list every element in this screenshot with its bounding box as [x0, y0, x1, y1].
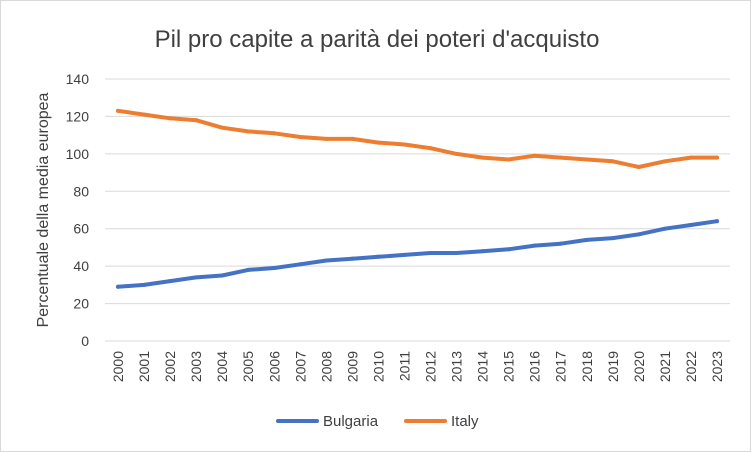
data-point-italy	[558, 155, 563, 160]
x-tick-label: 2013	[449, 351, 465, 382]
y-tick-labels: 0 20 40 60 80 100 120 140	[66, 71, 90, 349]
data-point-bulgaria	[584, 237, 589, 242]
x-tick-label: 2010	[370, 351, 386, 382]
data-point-bulgaria	[480, 249, 485, 254]
x-tick-label: 2023	[709, 351, 725, 382]
data-point-italy	[506, 157, 511, 162]
data-point-bulgaria	[194, 275, 199, 280]
x-tick-label: 2011	[396, 351, 412, 381]
x-tick-label: 2018	[579, 351, 595, 382]
data-point-italy	[610, 159, 615, 164]
y-tick-label: 20	[73, 296, 89, 312]
data-point-italy	[220, 125, 225, 130]
data-point-bulgaria	[350, 256, 355, 261]
x-tick-label: 2008	[318, 351, 334, 382]
x-tick-label: 2000	[110, 351, 126, 382]
data-point-italy	[376, 140, 381, 145]
x-tick-label: 2007	[292, 351, 308, 382]
data-point-italy	[584, 157, 589, 162]
y-tick-label: 100	[66, 146, 90, 162]
data-point-bulgaria	[558, 241, 563, 246]
x-tick-label: 2021	[657, 351, 673, 382]
series-line-italy	[116, 108, 719, 169]
data-point-italy	[194, 118, 199, 123]
data-point-bulgaria	[506, 247, 511, 252]
data-point-bulgaria	[376, 254, 381, 259]
data-point-italy	[714, 155, 719, 160]
x-tick-label: 2019	[605, 351, 621, 382]
data-point-italy	[246, 129, 251, 134]
data-point-bulgaria	[220, 273, 225, 278]
data-point-bulgaria	[168, 279, 173, 284]
x-tick-label: 2017	[553, 351, 569, 382]
x-tick-label: 2020	[631, 351, 647, 382]
data-point-italy	[662, 159, 667, 164]
data-point-bulgaria	[454, 251, 459, 256]
data-point-bulgaria	[298, 262, 303, 267]
x-tick-label: 2002	[162, 351, 178, 382]
y-tick-label: 60	[73, 221, 89, 237]
data-point-italy	[142, 112, 147, 117]
y-tick-label: 80	[73, 183, 89, 199]
data-point-italy	[324, 136, 329, 141]
y-tick-label: 140	[66, 71, 90, 87]
y-tick-label: 40	[73, 258, 89, 274]
y-tick-label: 120	[66, 108, 90, 124]
data-point-bulgaria	[116, 284, 121, 289]
data-point-bulgaria	[246, 267, 251, 272]
x-tick-label: 2003	[188, 351, 204, 382]
data-point-italy	[116, 108, 121, 113]
data-point-bulgaria	[402, 252, 407, 257]
data-point-bulgaria	[610, 236, 615, 241]
x-tick-label: 2005	[240, 351, 256, 382]
data-point-bulgaria	[142, 282, 147, 287]
x-tick-label: 2015	[501, 351, 517, 382]
data-point-italy	[402, 142, 407, 147]
x-tick-label: 2001	[136, 351, 152, 382]
x-tick-labels: 2000 2001 2002 2003 2004 2005 2006 2007 2008 2009…	[110, 351, 725, 382]
chart-title: Pil pro capite a parità dei poteri d'acq…	[155, 26, 600, 53]
data-point-bulgaria	[324, 258, 329, 263]
data-point-italy	[532, 153, 537, 158]
x-tick-label: 2006	[266, 351, 282, 382]
legend-label-bulgaria: Bulgaria	[323, 413, 379, 430]
legend: Bulgaria Italy	[276, 413, 479, 430]
x-tick-label: 2009	[344, 351, 360, 382]
legend-label-italy: Italy	[451, 413, 479, 430]
x-tick-label: 2016	[527, 351, 543, 382]
data-point-italy	[454, 151, 459, 156]
series-lines	[116, 108, 719, 289]
data-point-bulgaria	[714, 219, 719, 224]
data-point-bulgaria	[688, 222, 693, 227]
gridlines	[105, 78, 730, 342]
x-tick-label: 2014	[475, 351, 491, 382]
x-tick-label: 2022	[683, 351, 699, 382]
data-point-italy	[428, 146, 433, 151]
data-point-italy	[168, 116, 173, 121]
data-point-italy	[298, 135, 303, 140]
data-point-italy	[480, 155, 485, 160]
data-point-bulgaria	[662, 226, 667, 231]
data-point-italy	[350, 136, 355, 141]
y-tick-label: 0	[81, 333, 89, 349]
data-point-bulgaria	[272, 266, 277, 271]
data-point-italy	[688, 155, 693, 160]
data-point-bulgaria	[428, 251, 433, 256]
data-point-italy	[272, 131, 277, 136]
x-tick-label: 2004	[214, 351, 230, 382]
x-tick-label: 2012	[423, 351, 439, 382]
y-axis-title: Percentuale della media europea	[35, 92, 52, 327]
data-point-bulgaria	[636, 232, 641, 237]
data-point-italy	[636, 164, 641, 169]
series-line-bulgaria	[116, 219, 719, 289]
data-point-bulgaria	[532, 243, 537, 248]
